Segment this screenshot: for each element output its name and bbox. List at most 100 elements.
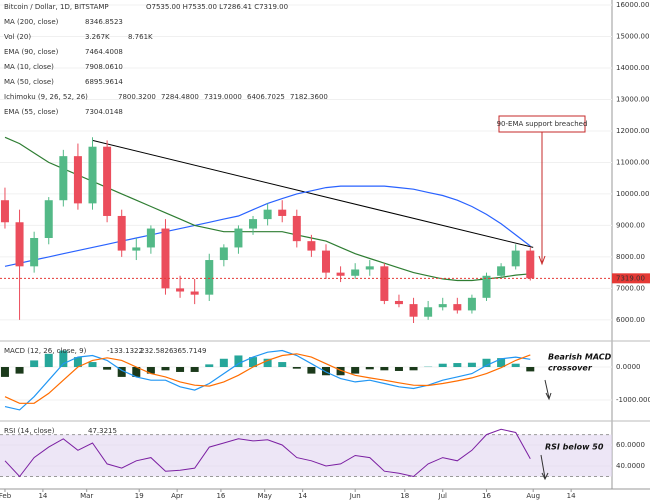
indicator-value: 7182.3600	[290, 93, 328, 101]
y-tick-label: 60.0000	[616, 441, 645, 449]
candle-body	[146, 228, 155, 248]
candle-body	[467, 297, 476, 311]
indicator-value: 7284.4800	[161, 93, 199, 101]
candle-body	[205, 260, 214, 295]
macd-histogram-bar	[511, 363, 520, 368]
macd-histogram-bar	[44, 353, 53, 368]
candle-body	[424, 307, 433, 317]
candle-body	[394, 300, 403, 305]
indicator-value: -133.1322	[107, 347, 143, 355]
annotation: 90-EMA support breached	[497, 120, 588, 128]
panel-title: RSI (14, close)	[4, 427, 55, 435]
indicator-value: 232.5826	[140, 347, 174, 355]
y-tick-label: 6000.00	[616, 316, 645, 324]
candle-body	[190, 291, 199, 295]
trendline	[92, 139, 534, 248]
x-tick-label: 14	[38, 492, 47, 500]
indicator-name: MA (10, close)	[4, 63, 54, 71]
candle-body	[44, 200, 53, 238]
x-tick-label: Aug	[526, 492, 540, 500]
macd-histogram-bar	[146, 367, 155, 374]
x-tick-label: 18	[400, 492, 409, 500]
indicator-value: 3.267K	[85, 33, 110, 41]
candle-body	[234, 228, 243, 248]
y-tick-label: 11000.00	[616, 158, 649, 166]
x-tick-label: Jun	[349, 492, 361, 500]
annotation-arrow	[544, 379, 552, 401]
macd-histogram-bar	[88, 362, 97, 368]
indicator-value: 7800.3200	[118, 93, 156, 101]
candle-body	[103, 146, 112, 216]
macd-histogram-bar	[0, 367, 9, 377]
y-tick-label: 9000.00	[616, 221, 645, 229]
candle-body	[438, 304, 447, 308]
candle-body	[351, 269, 360, 276]
macd-histogram-bar	[161, 367, 170, 371]
y-tick-label: 7000.00	[616, 284, 645, 292]
candle-body	[336, 272, 345, 276]
annotation: Bearish MACD	[548, 353, 612, 362]
x-tick-label: Mar	[80, 492, 93, 500]
macd-histogram-bar	[380, 367, 389, 371]
macd-histogram-bar	[292, 367, 301, 369]
candle-body	[161, 228, 170, 289]
x-tick-label: Apr	[171, 492, 183, 500]
candle-body	[292, 215, 301, 242]
y-tick-label: 15000.00	[616, 33, 649, 41]
y-tick-label: 10000.00	[616, 190, 649, 198]
annotation-arrow	[540, 454, 549, 481]
candle-body	[132, 247, 141, 251]
x-tick-label: May	[257, 492, 271, 500]
indicator-value: 7304.0148	[85, 108, 123, 116]
macd-histogram-bar	[307, 367, 316, 374]
annotation-arrow	[538, 132, 546, 266]
y-tick-label: -1000.0000	[616, 396, 650, 404]
indicator-value: 8.761K	[128, 33, 153, 41]
macd-histogram-bar	[219, 358, 228, 368]
candle-body	[409, 304, 418, 317]
candle-body	[453, 304, 462, 311]
macd-histogram-bar	[409, 367, 418, 371]
macd-histogram-bar	[263, 358, 272, 368]
macd-histogram-bar	[73, 357, 82, 368]
macd-line	[4, 353, 531, 404]
indicator-name: MA (200, close)	[4, 18, 59, 26]
annotation: RSI below 50	[545, 443, 604, 452]
macd-histogram-bar	[482, 358, 491, 368]
rsi-band	[0, 434, 612, 477]
y-tick-label: 0.0000	[616, 363, 641, 371]
macd-histogram-bar	[59, 350, 68, 368]
x-tick-label: 16	[216, 492, 225, 500]
indicator-name: Vol (20)	[4, 33, 31, 41]
candle-body	[511, 250, 520, 267]
macd-histogram-bar	[278, 362, 287, 368]
candle-body	[30, 238, 39, 267]
x-tick-label: 19	[135, 492, 144, 500]
macd-histogram-bar	[351, 367, 360, 374]
macd-histogram-bar	[438, 363, 447, 368]
indicator-value: 6895.9614	[85, 78, 123, 86]
y-tick-label: 14000.00	[616, 64, 649, 72]
macd-histogram-bar	[30, 360, 39, 368]
x-tick-label: Jul	[438, 492, 448, 500]
candle-body	[117, 215, 126, 251]
x-tick-label: 16	[482, 492, 491, 500]
macd-histogram-bar	[117, 367, 126, 377]
x-tick-label: 14	[298, 492, 307, 500]
candle-body	[307, 241, 316, 251]
annotation: crossover	[548, 364, 593, 373]
chart-title: Bitcoin / Dollar, 1D, BITSTAMP	[4, 3, 109, 11]
indicator-value: 47.3215	[88, 427, 117, 435]
x-tick-label: Feb	[0, 492, 12, 500]
candle-body	[278, 209, 287, 216]
macd-histogram-bar	[205, 364, 214, 368]
candle-body	[263, 209, 272, 220]
macd-histogram-bar	[453, 363, 462, 368]
candle-body	[497, 266, 506, 276]
macd-histogram-bar	[249, 357, 258, 368]
macd-histogram-bar	[467, 362, 476, 368]
indicator-value: 7908.0610	[85, 63, 123, 71]
x-tick-label: 14	[567, 492, 576, 500]
